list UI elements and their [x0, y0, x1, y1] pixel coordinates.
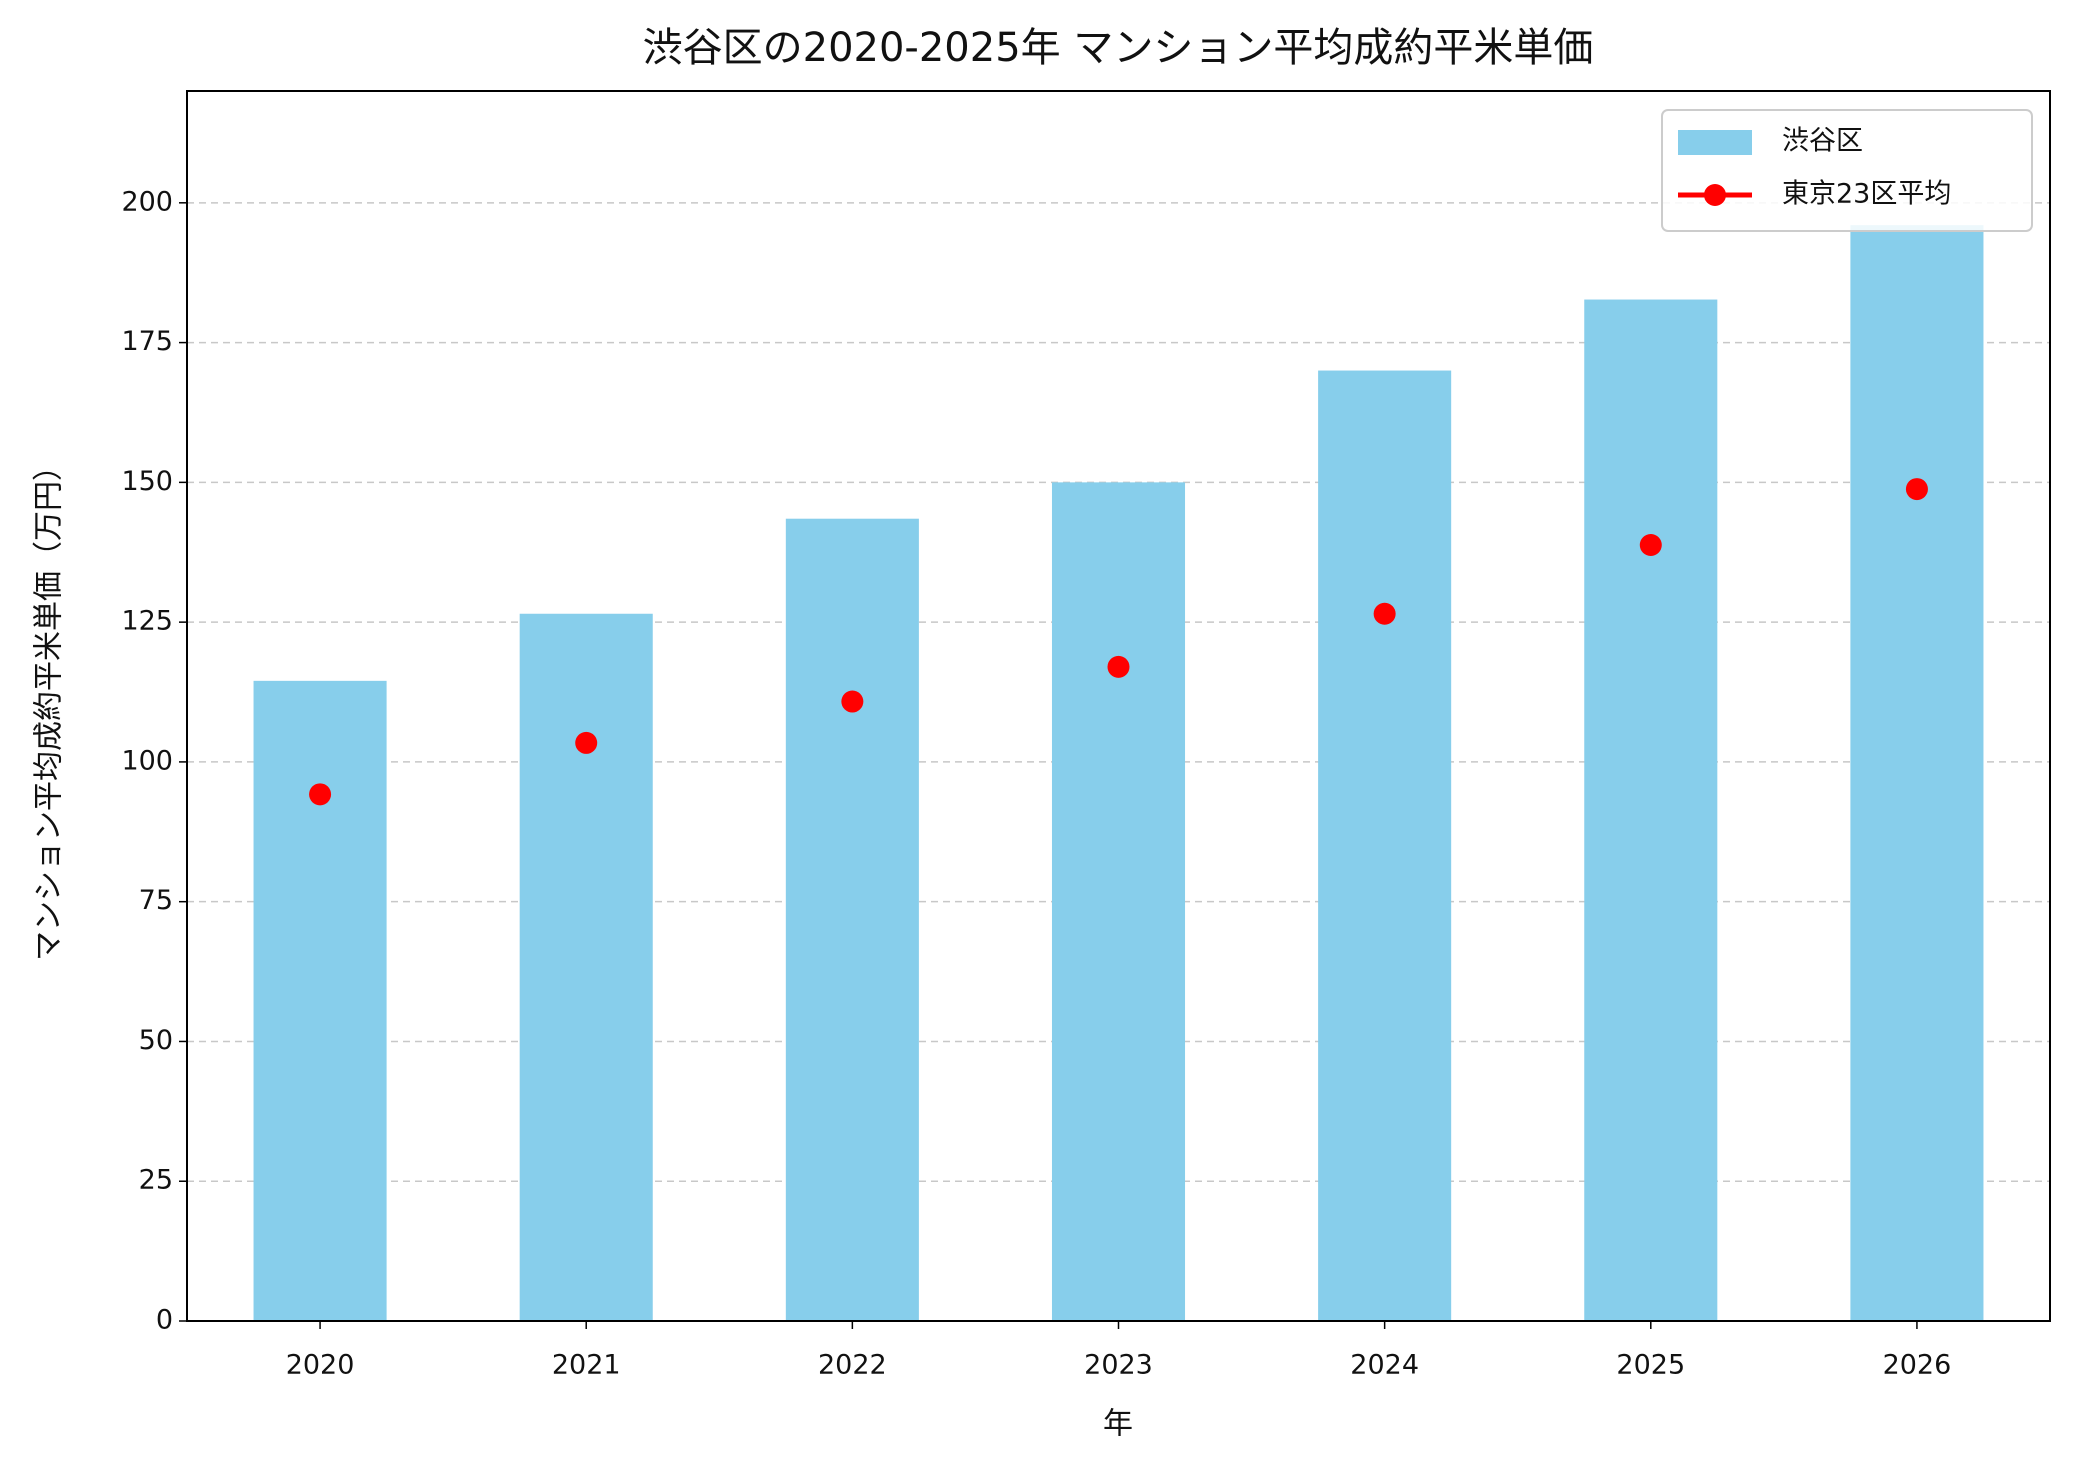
- line-marker: [309, 783, 332, 806]
- bar: [253, 680, 387, 1321]
- y-tick-label: 200: [121, 186, 173, 217]
- y-tick-label: 100: [121, 745, 173, 776]
- line-marker: [575, 731, 598, 754]
- y-tick-label: 125: [121, 606, 173, 637]
- bar: [1318, 370, 1452, 1322]
- y-tick-label: 75: [139, 885, 173, 916]
- bar: [1584, 299, 1718, 1322]
- bar: [1850, 225, 1984, 1321]
- chart-title: 渋谷区の2020-2025年 マンション平均成約平米単価: [643, 25, 1594, 71]
- x-tick-label: 2020: [286, 1350, 355, 1381]
- x-tick-label: 2022: [818, 1350, 887, 1381]
- x-tick-label: 2025: [1616, 1350, 1685, 1381]
- bar: [519, 613, 653, 1321]
- bar: [1051, 482, 1186, 1321]
- y-tick-label: 150: [121, 466, 173, 497]
- legend-label: 東京23区平均: [1782, 179, 1951, 210]
- y-tick-label: 175: [121, 326, 173, 357]
- legend-swatch: [1678, 130, 1752, 155]
- x-tick-label: 2021: [552, 1350, 621, 1381]
- y-tick-label: 50: [139, 1025, 173, 1056]
- x-axis-label: 年: [1103, 1407, 1133, 1442]
- legend-swatch-marker: [1704, 184, 1726, 206]
- legend-box: [1661, 109, 2033, 232]
- y-tick-label: 25: [139, 1165, 173, 1196]
- x-tick-label: 2023: [1084, 1350, 1153, 1381]
- line-marker: [1639, 533, 1662, 556]
- line-marker: [841, 690, 864, 713]
- line-marker: [1905, 478, 1928, 501]
- x-tick-label: 2026: [1883, 1350, 1952, 1381]
- line-marker: [1373, 602, 1396, 625]
- x-tick-label: 2024: [1350, 1350, 1419, 1381]
- bar: [785, 518, 919, 1321]
- line-marker: [1107, 655, 1130, 678]
- y-tick-label: 0: [156, 1305, 173, 1336]
- legend-label: 渋谷区: [1782, 126, 1863, 157]
- y-axis-label: マンション平均成約平米単価（万円）: [32, 451, 67, 961]
